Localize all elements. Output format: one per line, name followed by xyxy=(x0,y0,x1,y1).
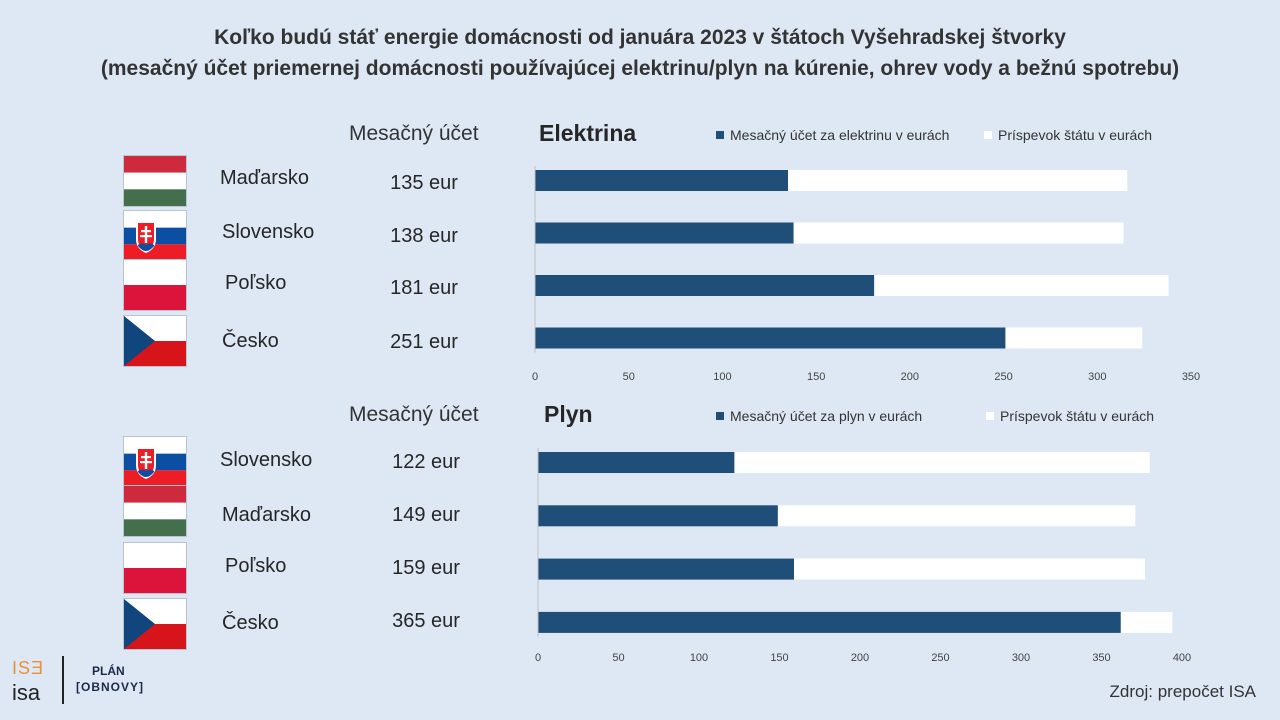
x-tick-label: 150 xyxy=(770,652,788,664)
slovakia-flag-icon xyxy=(123,436,187,488)
bill-value: 365 eur xyxy=(392,610,460,632)
subsidy-bar-3 xyxy=(1120,611,1173,633)
legend-item-gas-bill: Mesačný účet za plyn v eurách xyxy=(716,408,922,424)
bill-header-electricity: Mesačný účet xyxy=(349,122,479,145)
country-label: Maďarsko xyxy=(220,167,309,189)
country-label: Slovensko xyxy=(220,449,313,471)
chart-title-electricity: Elektrina xyxy=(539,120,637,146)
subsidy-bar-3 xyxy=(1005,327,1143,349)
isa-plan-obnovy-logo: ISƎ isa PLÁN [OBNOVY] xyxy=(12,656,172,706)
x-tick-label: 200 xyxy=(901,371,919,383)
isa-logo-mark: ISƎ xyxy=(12,658,45,678)
source-note: Zdroj: prepočet ISA xyxy=(1109,682,1256,701)
subsidy-bar-2 xyxy=(874,275,1169,296)
country-label: Slovensko xyxy=(222,221,315,243)
bill-bar-3 xyxy=(538,611,1121,633)
country-label: Česko xyxy=(222,330,279,352)
bill-value: 135 eur xyxy=(390,172,458,194)
x-tick-label: 100 xyxy=(713,371,731,383)
gas-chart: 0 50 100 150 200 250 300 350 400 xyxy=(535,448,1191,664)
title-line-1: Koľko budú stáť energie domácnosti od ja… xyxy=(214,26,1066,49)
legend-label: Mesačný účet za plyn v eurách xyxy=(730,408,923,424)
x-tick-label: 250 xyxy=(931,652,949,664)
country-label: Poľsko xyxy=(225,272,287,294)
bill-value: 251 eur xyxy=(390,331,458,353)
bill-value: 181 eur xyxy=(390,277,458,299)
czechia-flag-icon xyxy=(123,315,187,367)
subsidy-bar-0 xyxy=(734,452,1150,473)
logo-divider xyxy=(62,656,64,704)
bill-value: 159 eur xyxy=(392,557,460,579)
bill-bar-0 xyxy=(538,452,735,473)
x-tick-label: 350 xyxy=(1182,371,1200,383)
subsidy-bar-1 xyxy=(777,505,1136,527)
page-title: Koľko budú stáť energie domácnosti od ja… xyxy=(0,22,1280,84)
poland-flag-icon xyxy=(123,259,187,311)
bill-value: 149 eur xyxy=(392,504,460,526)
plan-obnovy-logo-line2: [OBNOVY] xyxy=(76,680,144,694)
bill-value: 122 eur xyxy=(392,451,460,473)
bill-bar-3 xyxy=(535,327,1006,349)
legend-label: Príspevok štátu v eurách xyxy=(1000,408,1155,424)
legend-item-electricity-bill: Mesačný účet za elektrinu v eurách xyxy=(716,127,949,143)
poland-flag-icon xyxy=(123,542,187,594)
x-tick-label: 50 xyxy=(623,371,635,383)
x-tick-label: 150 xyxy=(807,371,825,383)
hungary-flag-icon xyxy=(123,155,187,207)
x-tick-label: 300 xyxy=(1012,652,1030,664)
title-line-2: (mesačný účet priemernej domácnosti použ… xyxy=(100,57,1180,80)
x-tick-label: 400 xyxy=(1173,652,1191,664)
x-tick-label: 350 xyxy=(1092,652,1110,664)
country-label: Poľsko xyxy=(225,555,287,577)
bill-bar-1 xyxy=(535,222,794,244)
x-tick-label: 300 xyxy=(1088,371,1106,383)
legend-swatch-subsidy xyxy=(984,131,992,139)
x-tick-label: 50 xyxy=(612,652,624,664)
subsidy-bar-2 xyxy=(793,558,1145,580)
czechia-flag-icon xyxy=(123,598,187,650)
x-tick-label: 100 xyxy=(690,652,708,664)
country-label: Maďarsko xyxy=(222,504,311,526)
country-label: Česko xyxy=(222,612,279,634)
hungary-flag-icon xyxy=(123,485,187,537)
legend-label: Mesačný účet za elektrinu v eurách xyxy=(730,127,950,143)
bill-bar-2 xyxy=(538,558,794,580)
x-tick-label: 0 xyxy=(532,371,538,383)
isa-logo-text: isa xyxy=(12,680,41,705)
slovakia-flag-icon xyxy=(123,210,187,262)
plan-obnovy-logo-line1: PLÁN xyxy=(92,664,125,678)
bill-value: 138 eur xyxy=(390,225,458,247)
bill-bar-0 xyxy=(535,170,789,191)
bill-header-gas: Mesačný účet xyxy=(349,403,479,426)
legend-label: Príspevok štátu v eurách xyxy=(998,127,1153,143)
legend-swatch-subsidy xyxy=(986,412,994,420)
x-tick-label: 0 xyxy=(535,652,541,664)
bill-bar-2 xyxy=(535,275,875,296)
bill-bar-1 xyxy=(538,505,778,527)
legend-item-electricity-subsidy: Príspevok štátu v eurách xyxy=(984,127,1152,143)
x-tick-label: 200 xyxy=(851,652,869,664)
subsidy-bar-1 xyxy=(793,222,1124,244)
legend-swatch-bill xyxy=(716,412,724,420)
electricity-chart: 0 50 100 150 200 250 300 350 xyxy=(532,166,1200,383)
chart-title-gas: Plyn xyxy=(544,401,593,427)
x-tick-label: 250 xyxy=(994,371,1012,383)
legend-item-gas-subsidy: Príspevok štátu v eurách xyxy=(986,408,1154,424)
legend-swatch-bill xyxy=(716,131,724,139)
subsidy-bar-0 xyxy=(788,170,1128,191)
